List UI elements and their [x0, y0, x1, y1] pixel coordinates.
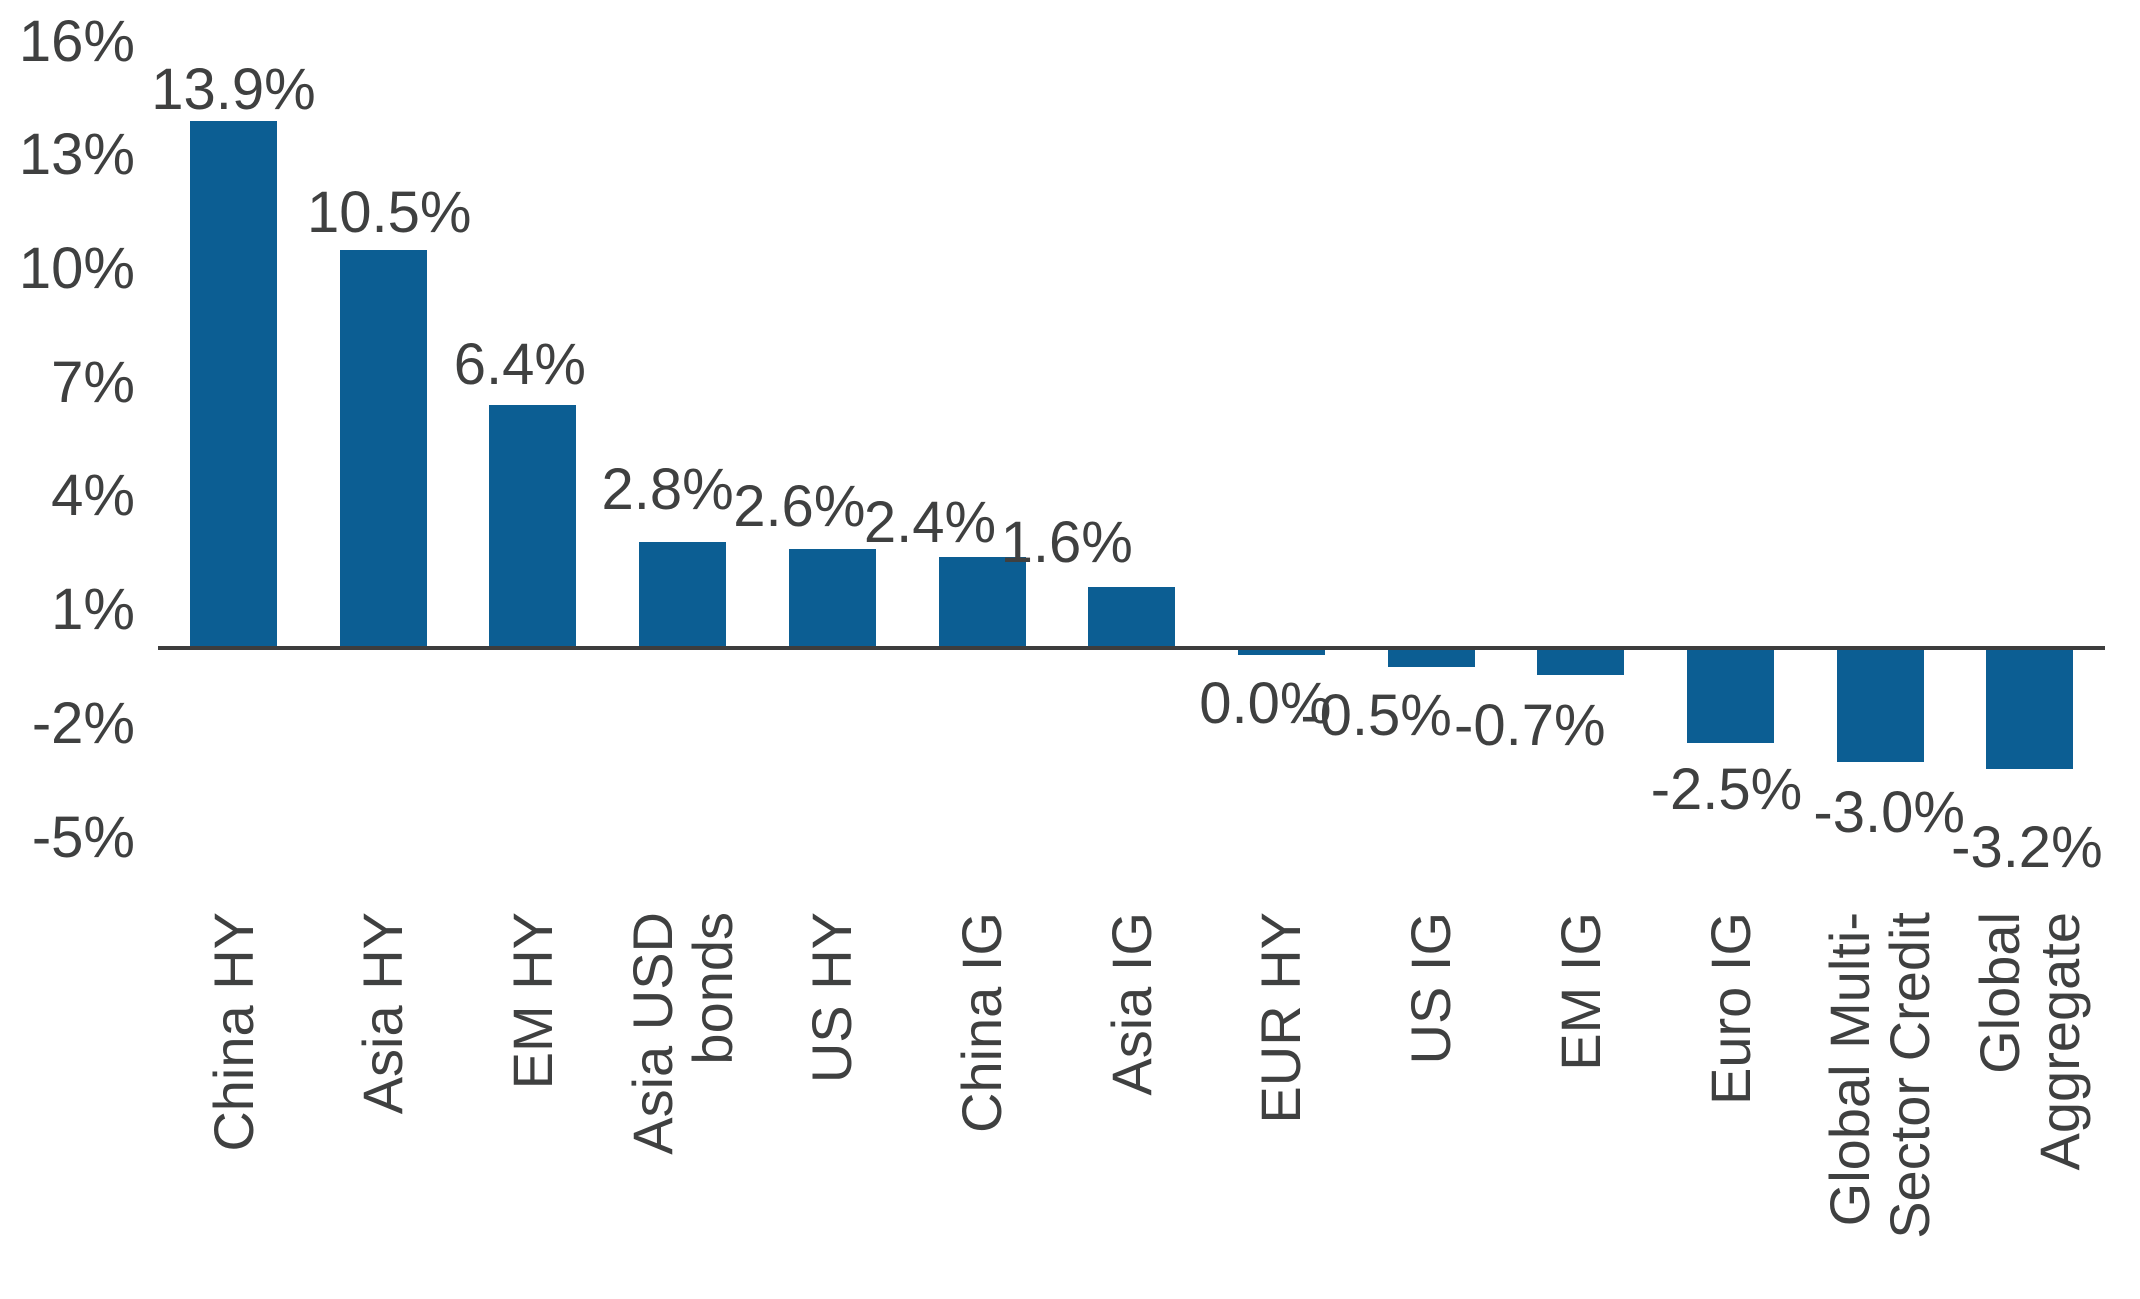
- x-axis-line: [158, 646, 2105, 650]
- x-axis-label-em-ig: EM IG: [1548, 912, 1612, 1071]
- x-axis-label-eur-hy: EUR HY: [1249, 912, 1313, 1124]
- x-axis-label-asia-hy: Asia HY: [351, 912, 415, 1115]
- y-tick-label: -2%: [31, 690, 135, 756]
- value-label-eur-hy: 0.0%: [1199, 671, 1332, 736]
- bar-asia-ig: [1088, 587, 1176, 648]
- x-axis-label-china-ig: China IG: [950, 912, 1013, 1133]
- x-axis-label-asia-ig: Asia IG: [1099, 912, 1163, 1096]
- y-tick-label: 10%: [18, 236, 135, 301]
- x-axis-label-global-aggregate: Global Aggregate: [1967, 912, 2091, 1171]
- value-label-asia-hy: 10.5%: [306, 180, 472, 246]
- bar-china-hy: [190, 121, 277, 648]
- value-label-global-aggregate: -3.2%: [1951, 815, 2103, 881]
- y-tick-label: 7%: [51, 349, 135, 415]
- x-axis-label-us-ig: US IG: [1399, 912, 1463, 1065]
- value-label-china-hy: 13.9%: [151, 57, 316, 123]
- y-tick-label: 1%: [51, 577, 135, 643]
- value-label-em-hy: 6.4%: [453, 332, 586, 398]
- value-label-us-ig: -0.5%: [1300, 682, 1452, 748]
- bar-global-multi-sector-credit: [1836, 648, 1924, 762]
- x-axis-label-global-multi-sector-credit: Global Multi- Sector Credit: [1818, 912, 1942, 1239]
- y-tick-label: 16%: [18, 8, 135, 74]
- x-axis-label-us-hy: US HY: [800, 912, 864, 1084]
- y-tick-label: -5%: [31, 804, 135, 870]
- bar-em-ig: [1537, 648, 1625, 675]
- bar-us-hy: [788, 549, 876, 648]
- y-tick-label: 4%: [51, 463, 135, 529]
- x-axis-label-asia-usd-bonds: Asia USD bonds: [620, 912, 744, 1155]
- value-label-china-ig: 2.4%: [863, 490, 997, 556]
- bar-asia-usd-bonds: [639, 541, 727, 648]
- bar-global-aggregate: [1986, 648, 2074, 770]
- value-label-global-multi-sector-credit: -3.0%: [1813, 779, 1965, 845]
- value-label-euro-ig: -2.5%: [1650, 756, 1803, 822]
- bar-em-hy: [489, 405, 577, 648]
- value-label-asia-ig: 1.6%: [1000, 510, 1133, 576]
- bar-euro-ig: [1687, 648, 1774, 743]
- bar-us-ig: [1387, 648, 1475, 667]
- x-axis-label-china-hy: China HY: [201, 912, 265, 1152]
- y-tick-label: 13%: [18, 122, 135, 188]
- bar-china-ig: [938, 557, 1026, 648]
- bar-asia-hy: [339, 250, 427, 648]
- x-axis-label-euro-ig: Euro IG: [1698, 912, 1762, 1105]
- value-label-em-ig: -0.7%: [1454, 692, 1606, 758]
- value-label-asia-usd-bonds: 2.8%: [601, 456, 734, 522]
- x-axis-label-em-hy: EM HY: [500, 912, 564, 1090]
- value-label-us-hy: 2.6%: [733, 474, 866, 540]
- bar-eur-hy: [1237, 648, 1325, 655]
